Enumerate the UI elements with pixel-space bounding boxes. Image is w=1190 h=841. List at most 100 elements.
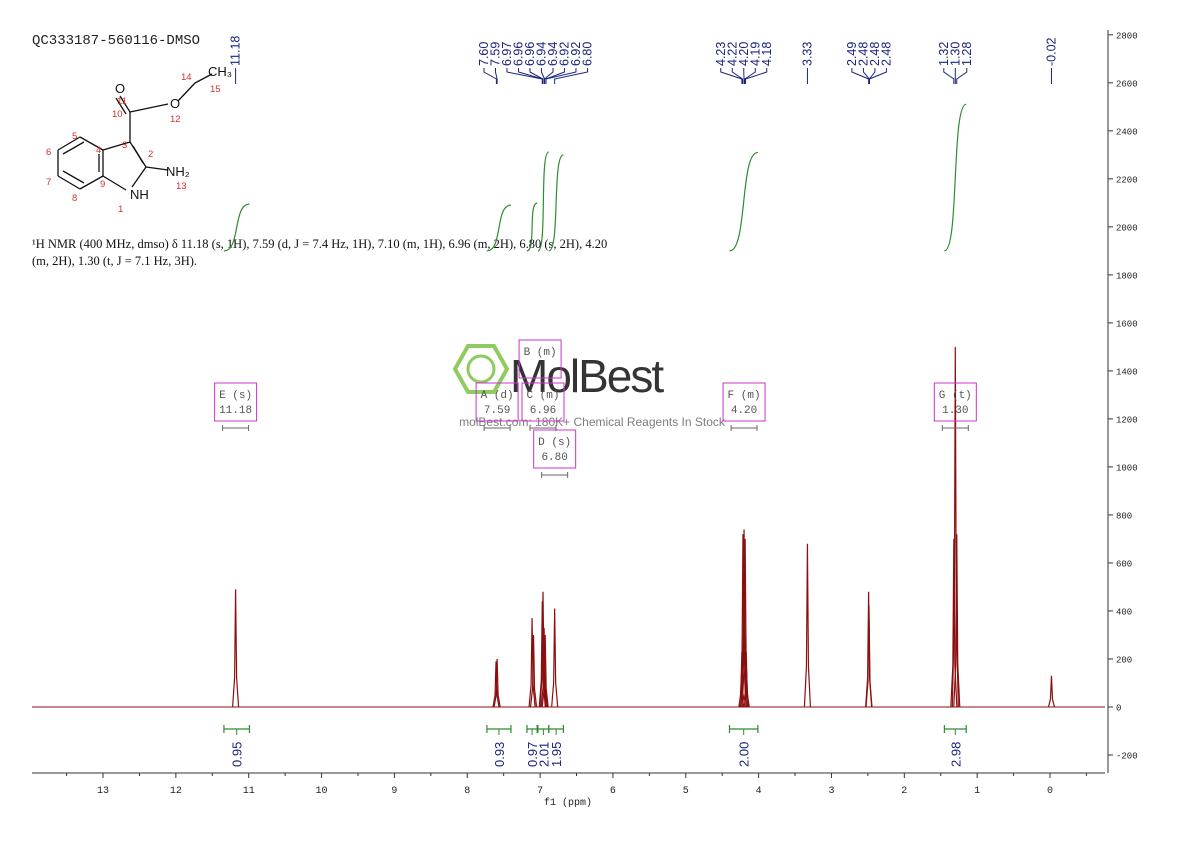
bond [62,141,85,155]
peak-label: 6.80 [580,42,594,66]
bond [131,166,147,188]
y-tick-label: 2800 [1116,31,1138,41]
peak-label: 6.92 [569,42,583,66]
peak-label: 6.94 [534,42,548,66]
y-tick-label: 1800 [1116,271,1138,281]
description: ¹H NMR (400 MHz, dmso) δ 11.18 (s, 1H), … [32,237,608,268]
bond [132,145,144,164]
multiplet-range [941,425,969,431]
logo-ring [466,354,496,384]
bond [129,103,169,113]
peak-label: -0.02 [1044,37,1058,66]
multiplet-shift: 1.30 [942,405,968,417]
atom-label: O [170,96,180,111]
x-tick-label: 1 [974,786,980,797]
atom-label: CH₃ [208,64,232,79]
locant: 12 [170,114,181,125]
multiplet-range [222,425,250,431]
multiplet-name: G (t) [939,390,972,402]
y-tick-label: -200 [1116,751,1138,761]
integral-curve [526,202,538,252]
atom-label: NH [130,187,149,202]
bond [102,141,131,151]
y-tick-label: 2400 [1116,127,1138,137]
integral-label: 0.95 [230,742,245,767]
bond [62,170,85,184]
integral-label: 2.98 [948,742,963,767]
peak [529,634,538,708]
multiplet-name: A (d) [481,390,514,402]
logo-hexagon [452,344,510,394]
peak-label-connector [554,68,588,84]
y-tick-label: 1200 [1116,415,1138,425]
multiplet-range [541,472,569,478]
bond [177,82,196,102]
bond [194,73,213,84]
x-tick-label: 9 [391,786,397,797]
integral-label: 2.00 [737,742,752,767]
y-tick-label: 0 [1116,703,1121,713]
description-box: ¹H NMR (400 MHz, dmso) δ 11.18 (s, 1H), … [32,237,608,268]
x-tick-label: 2 [901,786,907,797]
x-axis-label: f1 (ppm) [544,797,592,809]
multiplet-name: F (m) [728,390,761,402]
integral-curve [223,203,250,252]
peak-label: 2.49 [845,42,859,66]
y-tick-label: 400 [1116,607,1132,617]
bond [57,136,81,151]
peak-label: 4.19 [748,42,762,66]
watermark: MolBest molBest.com: 180K+ Chemical Reage… [452,344,726,429]
peak-label: 7.59 [488,42,502,66]
locant: 2 [148,149,153,160]
atom-label: NH₂ [166,164,190,179]
bond [79,136,104,151]
multiplet-box [933,382,977,422]
locant: 4 [96,145,101,156]
peak-label: 4.22 [725,42,739,66]
integral-curve [537,151,550,252]
locant: 7 [46,177,51,188]
integral-curve [548,154,564,252]
locant: 5 [72,131,77,142]
multiplet-name: C (m) [526,390,559,402]
bond [79,175,104,190]
atom-label: O [115,81,125,96]
x-tick-label: 4 [756,786,762,797]
bond [102,175,127,191]
peak-label-connector [517,68,544,84]
watermark-tagline: molBest.com: 180K+ Chemical Reagents In … [459,415,726,429]
peak-label: 6.96 [511,42,525,66]
peak [865,606,873,708]
peak-label: 6.92 [557,42,571,66]
locant: 10 [112,109,123,120]
peak [540,627,548,708]
multiplet-range [483,425,511,431]
peak-label-connector [543,68,554,84]
integral-curve [486,204,512,252]
peak-label: 1.32 [937,42,951,66]
y-tick-label: 1600 [1116,319,1138,329]
peak-label-connector [745,68,768,84]
peak [551,608,559,708]
x-tick-label: 5 [683,786,689,797]
locant: 1 [118,204,123,215]
multiplet-name: D (s) [538,437,571,449]
peak-label: 1.30 [948,42,962,66]
locant: 14 [181,72,192,83]
peak-label-connector [720,68,743,84]
x-tick-label: 6 [610,786,616,797]
multiplet-shift: 6.80 [541,452,567,464]
multiplet-shift: 4.20 [731,405,757,417]
peak [492,661,500,708]
x-tick-label: 12 [170,786,182,797]
peak-label-connector [494,68,498,84]
locant: 11 [117,96,127,107]
multiplet-box [214,382,258,422]
locant: 13 [176,181,187,192]
bond [119,95,131,113]
multiplet-range [730,425,758,431]
peak-label: 2.48 [868,42,882,66]
integral-curve [944,103,967,252]
multiplet-shift: 6.96 [530,405,556,417]
